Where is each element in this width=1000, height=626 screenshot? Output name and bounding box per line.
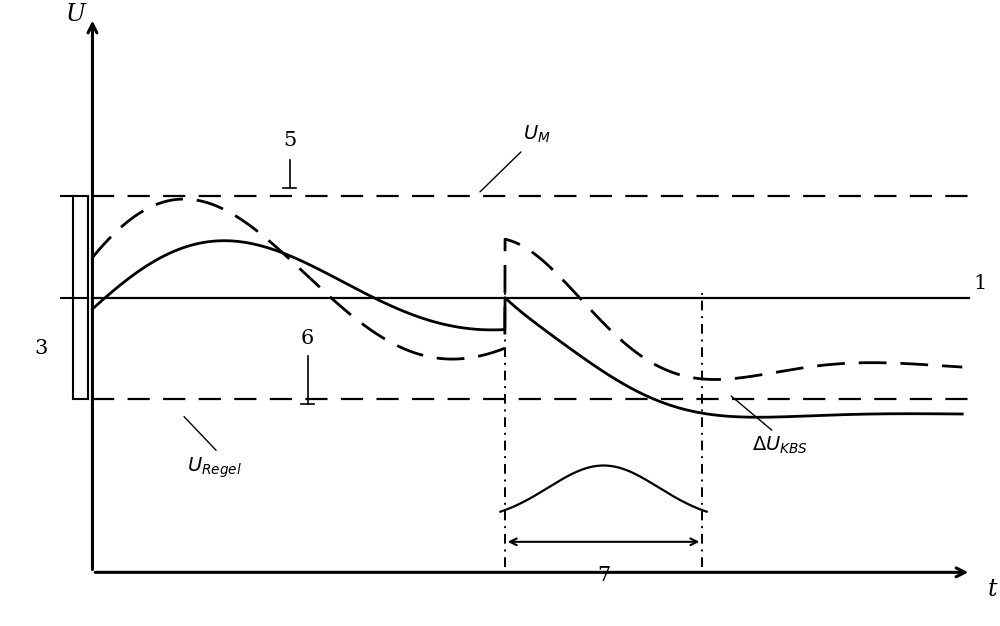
Text: $\Delta U_{KBS}$: $\Delta U_{KBS}$	[752, 435, 808, 456]
Text: $U_M$: $U_M$	[523, 124, 551, 145]
Text: 7: 7	[597, 567, 610, 585]
Text: t: t	[987, 578, 997, 602]
Text: 1: 1	[973, 274, 986, 292]
Text: U: U	[65, 3, 85, 26]
Text: 6: 6	[301, 329, 314, 349]
Text: 5: 5	[283, 131, 296, 150]
Text: $U_{Regel}$: $U_{Regel}$	[187, 455, 242, 480]
Text: 3: 3	[34, 339, 48, 358]
